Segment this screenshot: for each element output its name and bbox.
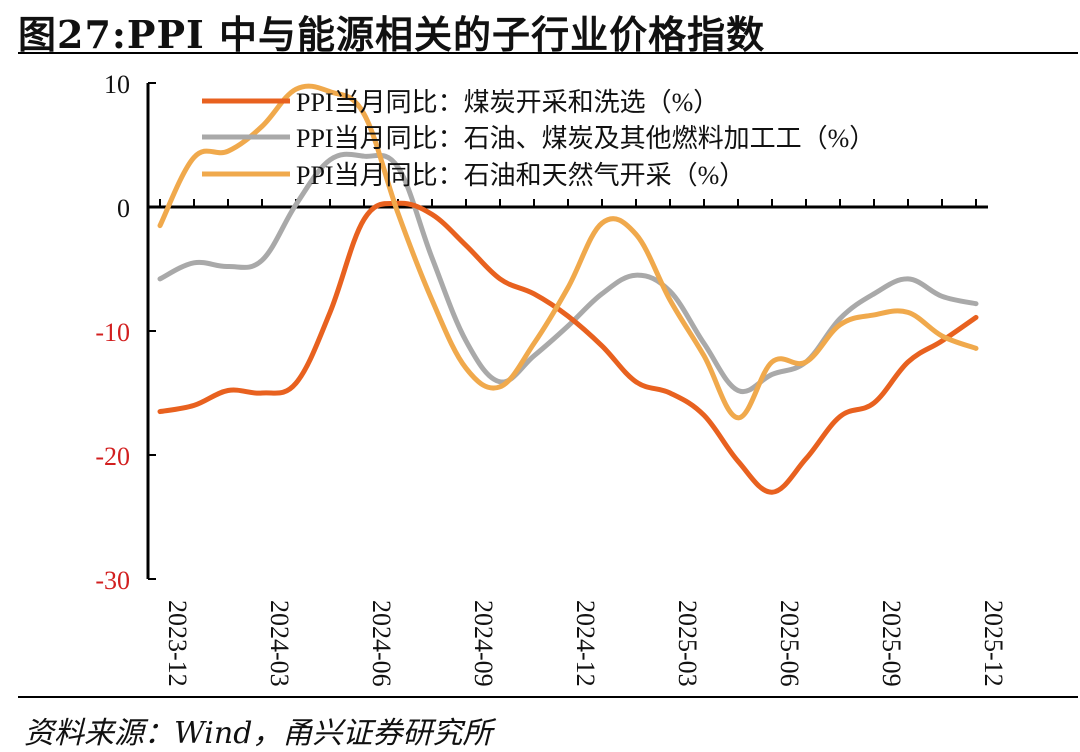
series-line-1 bbox=[157, 200, 979, 495]
x-tick-label: 2025-06 bbox=[775, 600, 804, 687]
legend-label-2: PPI当月同比：石油、煤炭及其他燃料加工工（%） bbox=[296, 124, 875, 153]
x-tick-label: 2024-12 bbox=[571, 600, 600, 687]
source-note: 资料来源：Wind，甬兴证券研究所 bbox=[24, 716, 493, 751]
legend-label-1: PPI当月同比：煤炭开采和洗选（%） bbox=[296, 88, 719, 117]
y-tick-label: -30 bbox=[95, 566, 130, 595]
y-tick-label: 10 bbox=[104, 70, 130, 99]
y-tick-label: -10 bbox=[95, 318, 130, 347]
series-line-2 bbox=[157, 151, 979, 395]
x-tick-label: 2024-09 bbox=[469, 600, 498, 687]
source-divider bbox=[18, 696, 1078, 698]
title-divider bbox=[18, 52, 1078, 54]
chart-canvas: 10 0 -10 -20 -30 2023-12 2024-03 2024-06 2024-09… bbox=[95, 70, 1008, 687]
x-tick-label: 2024-06 bbox=[367, 600, 396, 687]
series-group bbox=[157, 83, 979, 495]
x-tick-label: 2024-03 bbox=[265, 600, 294, 687]
x-tick-label: 2025-03 bbox=[673, 600, 702, 687]
chart-title: 图27:PPI 中与能源相关的子行业价格指数 bbox=[18, 12, 766, 57]
axes-group: 10 0 -10 -20 -30 2023-12 2024-03 2024-06 2024-09… bbox=[95, 70, 1008, 687]
x-tick-label: 2025-12 bbox=[979, 600, 1008, 687]
x-tick-label: 2025-09 bbox=[877, 600, 906, 687]
x-tick-label: 2023-12 bbox=[163, 600, 192, 687]
series-line-3 bbox=[157, 83, 979, 421]
y-tick-label: 0 bbox=[117, 194, 130, 223]
legend-label-3: PPI当月同比：石油和天然气开采（%） bbox=[296, 161, 745, 190]
legend-group: PPI当月同比：煤炭开采和洗选（%） PPI当月同比：石油、煤炭及其他燃料加工工（… bbox=[202, 88, 875, 190]
y-tick-label: -20 bbox=[95, 442, 130, 471]
